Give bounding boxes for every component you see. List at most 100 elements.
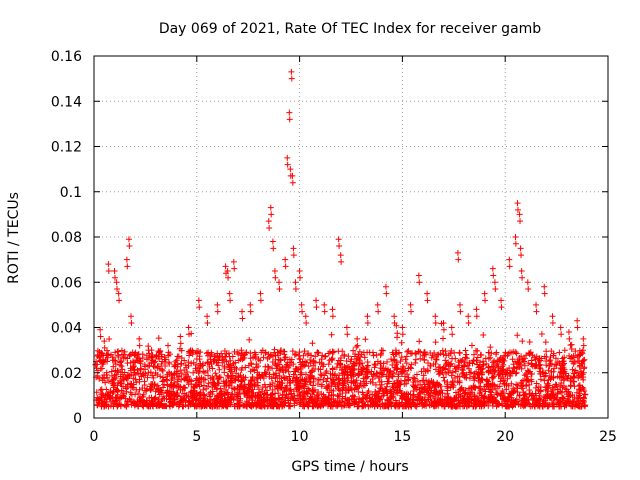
band-point <box>454 364 461 371</box>
band-point <box>231 386 238 393</box>
data-point <box>227 297 234 304</box>
band-point <box>417 349 424 356</box>
data-point <box>375 308 382 315</box>
band-point <box>118 347 125 354</box>
band-point <box>269 386 276 393</box>
band-point <box>488 363 495 370</box>
band-point <box>153 352 160 359</box>
data-point <box>490 272 497 279</box>
band-point <box>315 349 322 356</box>
band-point <box>310 358 317 365</box>
data-point <box>231 265 238 272</box>
band-point <box>501 393 508 400</box>
band-point <box>117 380 124 387</box>
band-point <box>477 385 484 392</box>
band-point <box>425 391 432 398</box>
band-point <box>279 402 286 409</box>
band-point <box>323 397 330 404</box>
band-point <box>176 401 183 408</box>
band-point <box>295 382 302 389</box>
band-point <box>551 365 558 372</box>
band-point <box>191 402 198 409</box>
band-point <box>290 361 297 368</box>
band-point <box>389 362 396 369</box>
data-point <box>473 306 480 313</box>
band-point <box>448 396 455 403</box>
band-point <box>348 377 355 384</box>
band-point <box>140 370 147 377</box>
band-point <box>442 348 449 355</box>
band-point <box>570 373 577 380</box>
band-point <box>351 386 358 393</box>
band-point <box>301 403 308 410</box>
band-point <box>541 353 548 360</box>
band-point <box>537 370 544 377</box>
band-point <box>375 395 382 402</box>
band-point <box>238 352 245 359</box>
band-point <box>370 352 377 359</box>
data-point <box>364 319 371 326</box>
band-point <box>323 368 330 375</box>
band-point <box>289 395 296 402</box>
band-point <box>519 382 526 389</box>
band-point <box>433 356 440 363</box>
band-point <box>200 398 207 405</box>
data-point <box>391 319 398 326</box>
band-point <box>470 357 477 364</box>
band-point <box>193 382 200 389</box>
band-point <box>187 389 194 396</box>
data-point <box>533 308 540 315</box>
band-point <box>98 397 105 404</box>
band-point <box>287 377 294 384</box>
data-point <box>549 313 556 320</box>
band-point <box>559 370 566 377</box>
band-point <box>197 363 204 370</box>
band-point <box>166 396 173 403</box>
band-point <box>511 358 518 365</box>
band-point <box>437 364 444 371</box>
band-point <box>282 354 289 361</box>
band-point <box>480 362 487 369</box>
band-point <box>141 382 148 389</box>
band-point <box>325 393 332 400</box>
band-point <box>217 385 224 392</box>
band-point <box>309 394 316 401</box>
band-point <box>417 355 424 362</box>
band-point <box>413 350 420 357</box>
band-point <box>391 401 398 408</box>
band-point <box>299 383 306 390</box>
band-point <box>525 396 532 403</box>
data-point <box>337 252 344 259</box>
band-point <box>305 350 312 357</box>
band-point <box>403 353 410 360</box>
band-point <box>234 389 241 396</box>
band-point <box>261 402 268 409</box>
band-point <box>254 369 261 376</box>
band-point <box>180 403 187 410</box>
data-point <box>354 342 361 349</box>
band-point <box>112 367 119 374</box>
band-point <box>470 403 477 410</box>
band-point <box>443 352 450 359</box>
data-point <box>115 290 122 297</box>
band-point <box>432 339 439 346</box>
band-point <box>470 373 477 380</box>
band-point <box>307 360 314 367</box>
band-point <box>253 364 260 371</box>
data-point <box>456 301 463 308</box>
band-point <box>140 391 147 398</box>
band-point <box>396 400 403 407</box>
band-point <box>556 403 563 410</box>
data-point <box>382 283 389 290</box>
band-point <box>513 381 520 388</box>
axis-ticks: 0 5 10 15 20 25 0 0.02 0.04 0.06 0.08 0.1 0.12 0.14 0.… <box>51 49 617 445</box>
band-point <box>142 366 149 373</box>
band-point <box>537 376 544 383</box>
band-point <box>174 378 181 385</box>
band-point <box>269 353 276 360</box>
data-point <box>269 238 276 245</box>
band-point <box>329 348 336 355</box>
band-point <box>254 394 261 401</box>
band-point <box>501 380 508 387</box>
band-point <box>542 372 549 379</box>
